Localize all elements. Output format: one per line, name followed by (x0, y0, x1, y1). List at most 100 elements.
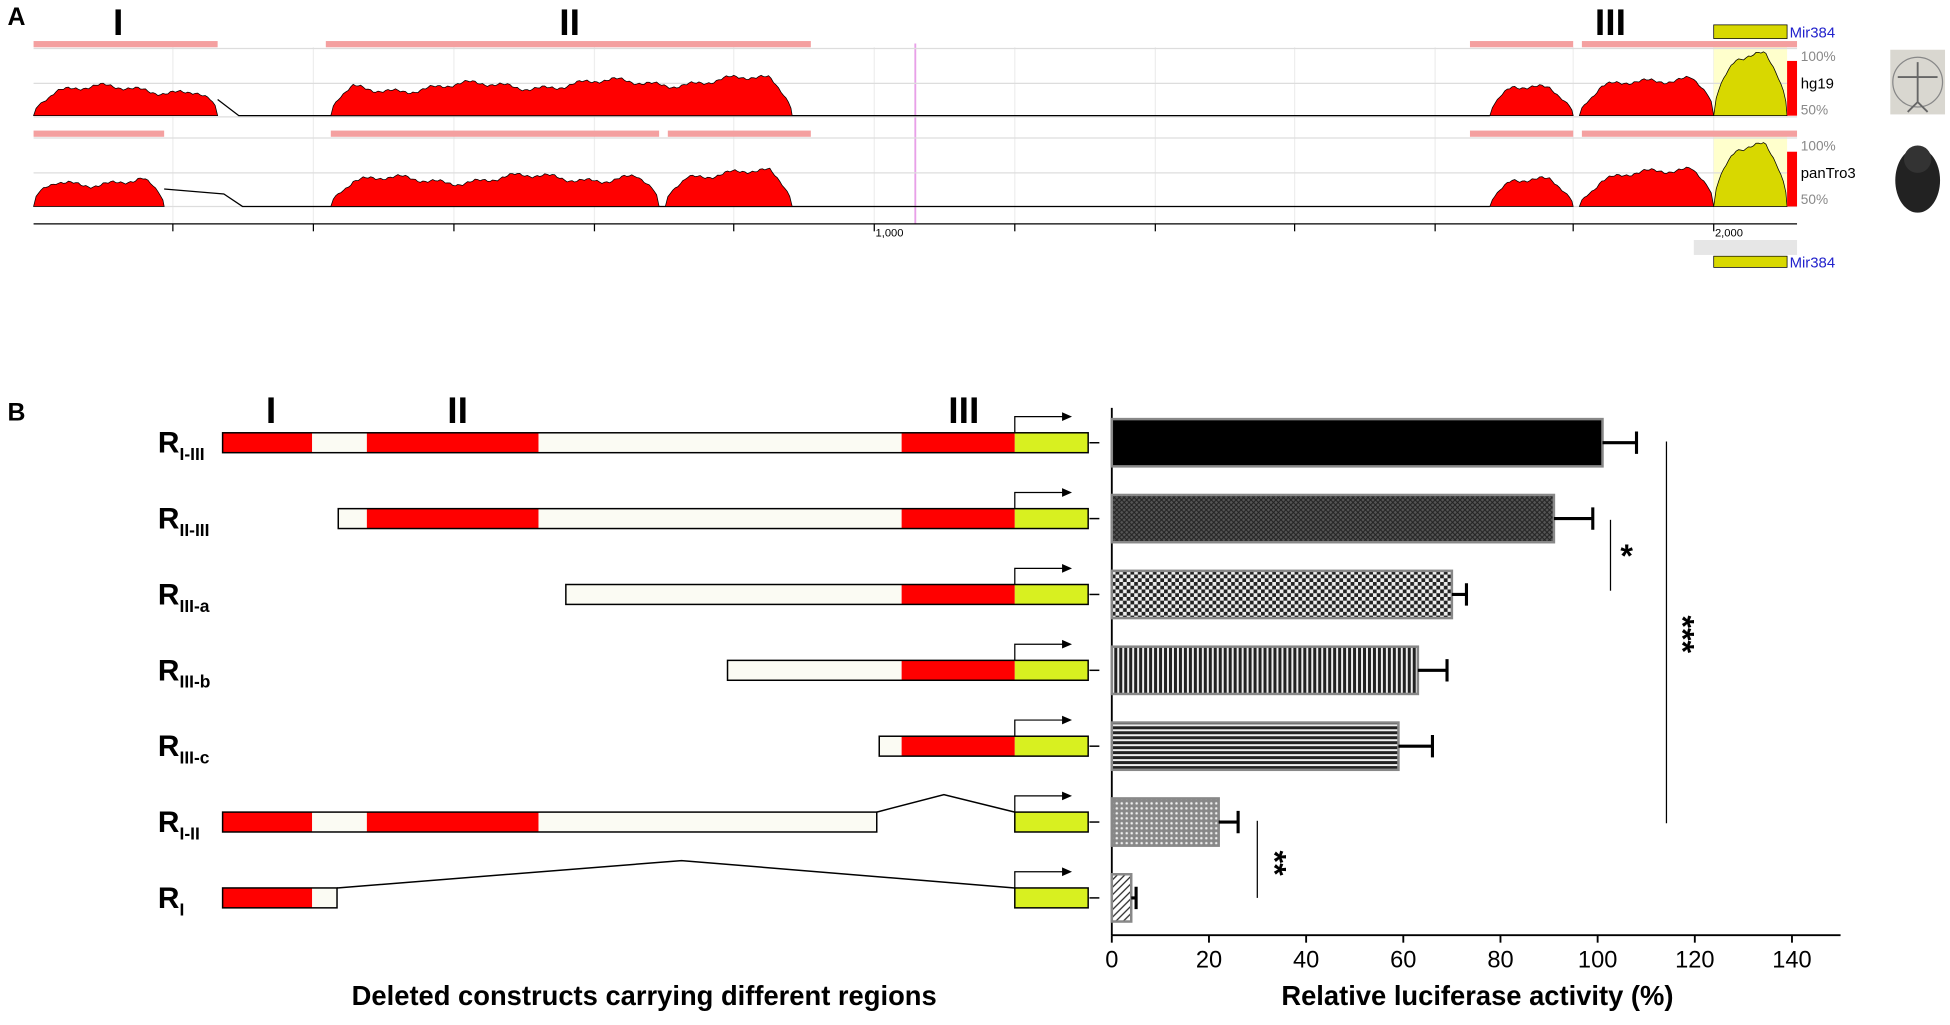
category-sub: II-III (179, 520, 209, 540)
conservation-area (33, 82, 219, 117)
significance-label: ** (1257, 850, 1293, 876)
construct-segment (1014, 736, 1089, 757)
construct-outline (1014, 887, 1089, 909)
construct-segment (222, 812, 313, 832)
conservation-area (1787, 151, 1798, 207)
category-base: R (158, 882, 180, 915)
conserved-block (330, 130, 660, 137)
x-tick-label: 20 (1196, 948, 1222, 974)
construct-outline (221, 887, 338, 909)
construct-segment (727, 660, 902, 681)
gene-bar (1693, 240, 1798, 255)
conserved-block (667, 130, 811, 137)
track-line (164, 188, 1490, 208)
bar (1110, 797, 1220, 847)
track-percent: 50% (1801, 102, 1828, 117)
construct-segment (901, 660, 1015, 681)
region-label: I (113, 1, 123, 43)
region-label: I (266, 389, 276, 431)
construct-outline (221, 432, 1089, 454)
construct-segment (366, 508, 539, 529)
category-sub: III-c (179, 748, 209, 768)
track-percent: 100% (1801, 49, 1836, 64)
category-label: RI-II (158, 806, 200, 843)
bar (1110, 645, 1420, 696)
x-tick-label: 40 (1293, 948, 1319, 974)
x-tick-label: 80 (1487, 948, 1513, 974)
category-sub: I-III (179, 444, 204, 464)
category-sub: I (179, 899, 184, 919)
deletion-line (336, 859, 1015, 889)
bar (1110, 721, 1400, 772)
conservation-area (330, 74, 793, 117)
chimp-icon (1903, 145, 1932, 173)
promoter-arrow (1062, 715, 1073, 725)
construct-segment (366, 812, 539, 832)
construct-segment (222, 432, 313, 453)
error-bar (1417, 659, 1449, 682)
category-base: R (158, 578, 180, 611)
conservation-area (330, 172, 660, 207)
category-base: R (158, 503, 180, 536)
construct-segment (366, 432, 539, 453)
construct-segment (901, 508, 1015, 529)
axis-label: 1,000 (876, 227, 904, 239)
bar (1110, 569, 1454, 620)
construct-segment (1014, 660, 1089, 681)
human-icon (1892, 56, 1944, 108)
construct-segment (879, 736, 902, 757)
promoter-arrow (1062, 639, 1073, 649)
region-label: III (1595, 1, 1626, 43)
category-sub: I-II (179, 823, 199, 843)
promoter-arrow (1014, 491, 1065, 509)
construct-outline (1014, 811, 1089, 833)
promoter-arrow (1062, 563, 1073, 573)
bar (1110, 873, 1133, 923)
construct-segment (1014, 432, 1089, 453)
conserved-block (1469, 41, 1574, 48)
error-bar (1398, 734, 1435, 758)
conservation-area (1578, 166, 1715, 207)
error-bar (1451, 583, 1469, 606)
category-base: R (158, 654, 180, 687)
construct-segment (338, 508, 367, 529)
construct-segment (538, 508, 902, 529)
x-tick-label: 60 (1390, 948, 1416, 974)
promoter-arrow (1014, 415, 1065, 433)
construct-segment (1014, 584, 1089, 605)
construct-segment (901, 584, 1015, 605)
conservation-area (1489, 84, 1574, 117)
construct-outline (337, 507, 1089, 530)
deletion-line (876, 793, 1015, 813)
track-name: hg19 (1801, 75, 1834, 92)
promoter-arrow (1014, 719, 1065, 737)
bar (1110, 493, 1556, 544)
category-base: R (158, 806, 180, 839)
construct-outline (878, 735, 1089, 757)
promoter-arrow (1062, 867, 1073, 877)
category-sub: III-a (179, 596, 209, 616)
conservation-area (1713, 142, 1788, 207)
category-label: RIII-c (158, 730, 210, 767)
mirna-label: Mir384 (1790, 24, 1836, 41)
conservation-area (1787, 60, 1798, 116)
conserved-block (1469, 130, 1574, 137)
region-label: II (447, 389, 468, 431)
construct-segment (538, 432, 902, 453)
construct-outline (726, 659, 1089, 682)
construct-outline (221, 811, 878, 833)
construct-segment (1014, 508, 1089, 529)
error-bar (1553, 507, 1595, 530)
construct-segment (1014, 887, 1089, 908)
error-bar (1602, 431, 1639, 454)
category-sub: III-b (179, 672, 210, 692)
conserved-block (1581, 130, 1798, 137)
promoter-arrow (1014, 643, 1065, 661)
construct-segment (312, 887, 338, 908)
conservation-area (1578, 75, 1715, 117)
x-tick-label: 0 (1105, 948, 1118, 974)
panel-label: B (7, 398, 25, 426)
